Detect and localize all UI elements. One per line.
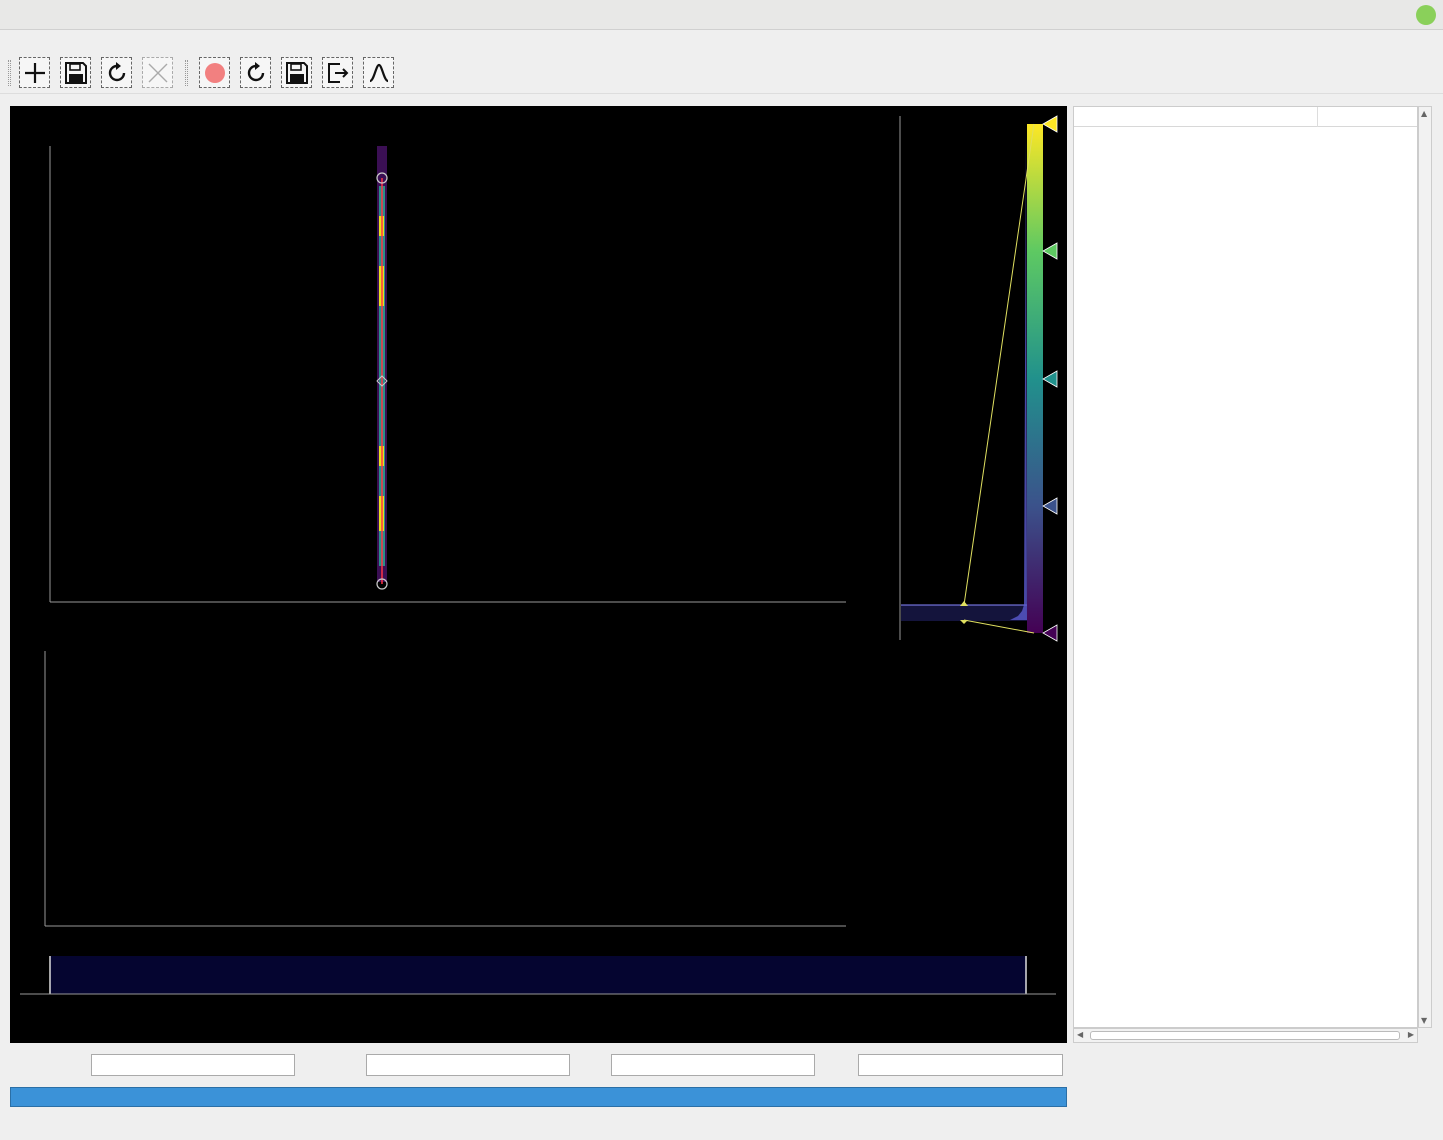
title-bar <box>0 0 1443 30</box>
scroll-up-icon[interactable]: ▲ <box>1421 109 1428 118</box>
parameter-tree-header <box>1074 107 1417 127</box>
peak-icon <box>369 63 388 82</box>
save-project-icon <box>285 61 308 84</box>
menu-bar <box>0 30 1443 50</box>
scroll-left-icon[interactable]: ◀ <box>1077 1030 1084 1039</box>
roi-center-handle[interactable] <box>376 375 388 387</box>
save-button[interactable] <box>60 57 91 88</box>
record-button[interactable] <box>199 57 230 88</box>
progress-bar <box>10 1087 1067 1107</box>
reload-button[interactable] <box>101 57 132 88</box>
export-button[interactable] <box>322 57 353 88</box>
gradient-stop-top[interactable] <box>1042 115 1058 133</box>
gradient-stop-4[interactable] <box>1042 497 1058 515</box>
reload-icon <box>108 61 125 81</box>
toolbar-grip <box>8 60 11 86</box>
scroll-right-icon[interactable]: ▶ <box>1407 1030 1414 1039</box>
cmax-input[interactable] <box>858 1054 1063 1076</box>
record-icon <box>204 62 225 83</box>
close-button[interactable] <box>1416 5 1436 25</box>
angle-plot[interactable] <box>20 956 1056 995</box>
level-line-bottom <box>963 619 1035 634</box>
clear-button[interactable] <box>142 57 173 88</box>
clear-icon <box>148 63 167 82</box>
scroll-down-icon[interactable]: ▼ <box>1421 1016 1428 1025</box>
refresh-button[interactable] <box>240 57 271 88</box>
level-line-top <box>963 123 1035 606</box>
add-icon <box>24 62 45 83</box>
parameter-vertical-scrollbar[interactable]: ▲ ▼ <box>1418 106 1432 1028</box>
roi-handle-bottom[interactable] <box>376 578 388 590</box>
histogram-region[interactable] <box>901 605 1027 621</box>
export-icon <box>327 62 348 83</box>
cmin-input[interactable] <box>611 1054 815 1076</box>
save-project-button[interactable] <box>281 57 312 88</box>
minimize-button[interactable] <box>1355 5 1375 25</box>
toolbar-separator <box>185 60 188 86</box>
roi-handle-top[interactable] <box>376 172 388 184</box>
start-angle-input[interactable] <box>91 1054 295 1076</box>
parameter-tree[interactable] <box>1073 106 1418 1028</box>
plot-area <box>10 106 1067 1043</box>
peak-button[interactable] <box>363 57 394 88</box>
refresh-icon <box>247 61 264 81</box>
colormap-gradient[interactable] <box>1027 124 1043 633</box>
parameter-horizontal-scrollbar[interactable]: ◀ ▶ <box>1073 1028 1418 1043</box>
add-button[interactable] <box>19 57 50 88</box>
gradient-stop-bottom[interactable] <box>1042 624 1058 642</box>
plot-canvas[interactable] <box>10 106 1067 1043</box>
histogram-colorbar[interactable] <box>899 115 1058 642</box>
gradient-stop-3[interactable] <box>1042 370 1058 388</box>
angle-region[interactable] <box>50 956 1026 994</box>
profile-plot[interactable] <box>44 651 846 927</box>
end-angle-input[interactable] <box>366 1054 570 1076</box>
qx-qz-map[interactable] <box>49 146 846 603</box>
gradient-stop-2[interactable] <box>1042 242 1058 260</box>
maximize-button[interactable] <box>1385 5 1405 25</box>
save-icon <box>64 61 87 84</box>
scroll-thumb[interactable] <box>1090 1031 1400 1040</box>
toolbar <box>0 50 1443 94</box>
